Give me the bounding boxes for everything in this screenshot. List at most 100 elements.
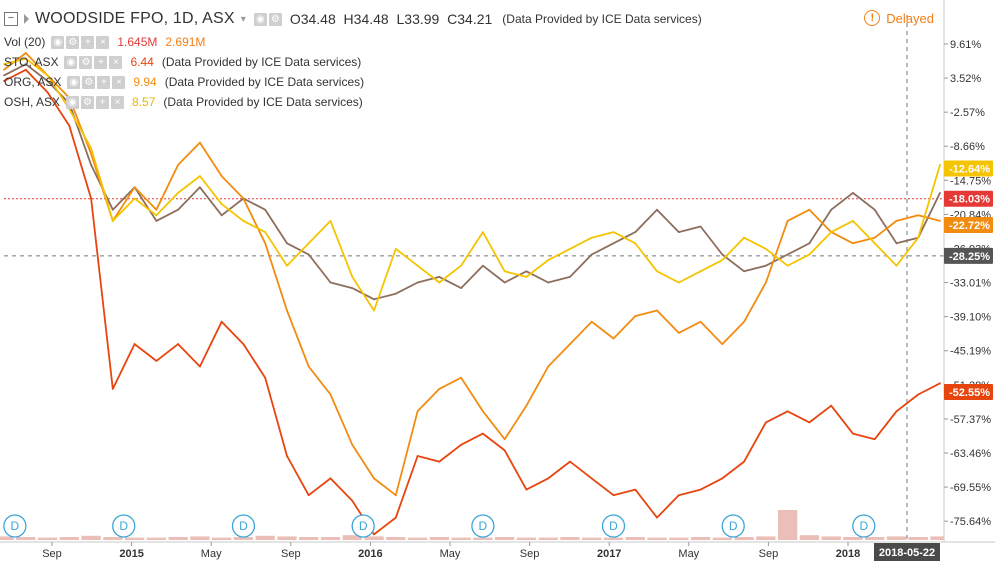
close-icon[interactable]: ×	[109, 55, 123, 69]
compare-tools: ◉ ⚙ + ×	[64, 55, 123, 69]
eye-icon[interactable]: ◉	[51, 35, 65, 49]
series-point	[177, 208, 180, 211]
series-point	[264, 242, 267, 245]
dividend-marker-label: D	[11, 519, 20, 533]
y-tick-label: -2.57%	[950, 107, 985, 119]
volume-bar	[625, 537, 645, 540]
gear-icon[interactable]: ⚙	[81, 95, 95, 109]
series-point	[199, 365, 201, 368]
series-point	[242, 343, 245, 345]
volume-bar	[865, 537, 885, 540]
volume-value-1: 1.645M	[117, 35, 158, 49]
series-point	[416, 410, 419, 413]
series-point	[743, 460, 745, 463]
volume-bar	[451, 537, 471, 540]
gear-icon[interactable]: ⚙	[66, 35, 80, 49]
x-axis: Sep 2015 May Sep 2016 May Sep 2017 May Sep 2018 201…	[0, 541, 995, 561]
volume-name[interactable]: Vol (20)	[4, 35, 46, 49]
plus-icon[interactable]: +	[96, 95, 110, 109]
eye-icon[interactable]: ◉	[66, 95, 80, 109]
series-point	[612, 337, 615, 340]
series-point	[394, 248, 397, 250]
y-tick-label: -8.66%	[950, 141, 985, 153]
dividend-marker-label: D	[479, 519, 488, 533]
series-point	[721, 343, 724, 345]
series-point	[242, 197, 245, 200]
eye-icon[interactable]: ◉	[64, 55, 78, 69]
volume-bar	[516, 537, 537, 540]
series-point	[90, 152, 92, 155]
flag-icon[interactable]	[24, 14, 29, 24]
y-tick-label: 9.61%	[950, 39, 981, 51]
series-point	[481, 264, 484, 267]
y-tick-label: -33.01%	[950, 278, 991, 290]
gear-icon[interactable]: ⚙	[79, 55, 93, 69]
series-point	[220, 320, 223, 323]
eye-icon[interactable]: ◉	[253, 12, 267, 26]
series-point	[155, 208, 158, 211]
series-point	[830, 231, 833, 234]
volume-bar	[16, 537, 36, 540]
close-label: C	[447, 11, 458, 27]
series-point	[481, 231, 484, 234]
volume-bar	[0, 536, 14, 540]
series-point	[220, 175, 223, 178]
series-point	[917, 236, 920, 239]
eye-icon[interactable]: ◉	[67, 75, 81, 89]
volume-bar	[168, 537, 188, 540]
series-point	[699, 225, 702, 228]
series-point	[24, 68, 27, 71]
price-tags: -12.64% -18.03% -22.72% -28.25% -52.55%	[944, 160, 993, 400]
series-point	[329, 281, 332, 284]
series-point	[895, 264, 898, 267]
compare-name[interactable]: OSH, ASX	[4, 95, 61, 109]
symbol-title[interactable]: WOODSIDE FPO, 1D, ASX	[35, 10, 235, 27]
gear-icon[interactable]: ⚙	[82, 75, 96, 89]
dividend-marker-label: D	[609, 519, 618, 533]
series-point	[155, 220, 158, 222]
series-point	[481, 432, 484, 435]
dividend-marker	[471, 514, 495, 538]
series-point	[612, 231, 615, 234]
delayed-indicator[interactable]: ! Delayed	[864, 10, 934, 26]
series-point	[286, 309, 288, 312]
collapse-icon[interactable]: −	[4, 12, 18, 26]
volume-bar	[495, 537, 515, 540]
series-point	[24, 57, 27, 60]
series-point	[460, 443, 463, 446]
compare-name[interactable]: ORG, ASX	[4, 75, 62, 89]
volume-bar	[756, 536, 776, 540]
series-point	[699, 320, 702, 323]
series-point	[264, 231, 267, 234]
plus-icon[interactable]: +	[94, 55, 108, 69]
series-point	[416, 455, 419, 457]
series-point	[721, 259, 724, 262]
open-label: O	[289, 11, 301, 27]
x-tick-label: Sep	[520, 548, 540, 560]
series-line	[3, 52, 941, 497]
series-point	[525, 276, 528, 278]
series-point	[503, 281, 506, 284]
series-point	[133, 197, 136, 200]
compare-name[interactable]: STO, ASX	[4, 55, 59, 69]
series-line	[3, 57, 941, 312]
series-point	[939, 164, 941, 166]
price-tag	[944, 383, 993, 400]
series-point	[460, 287, 463, 289]
close-icon[interactable]: ×	[112, 75, 126, 89]
gear-icon[interactable]: ⚙	[268, 12, 282, 26]
volume-bar	[886, 536, 907, 540]
plus-icon[interactable]: +	[81, 35, 95, 49]
series-line	[3, 68, 941, 536]
chevron-down-icon[interactable]: ▾	[240, 13, 246, 25]
close-icon[interactable]: ×	[96, 35, 110, 49]
series-point	[394, 516, 397, 519]
series-point	[90, 197, 92, 200]
series-point	[873, 438, 876, 441]
close-icon[interactable]: ×	[111, 95, 125, 109]
series-point	[786, 253, 789, 256]
series-point	[155, 214, 158, 217]
plus-icon[interactable]: +	[97, 75, 111, 89]
